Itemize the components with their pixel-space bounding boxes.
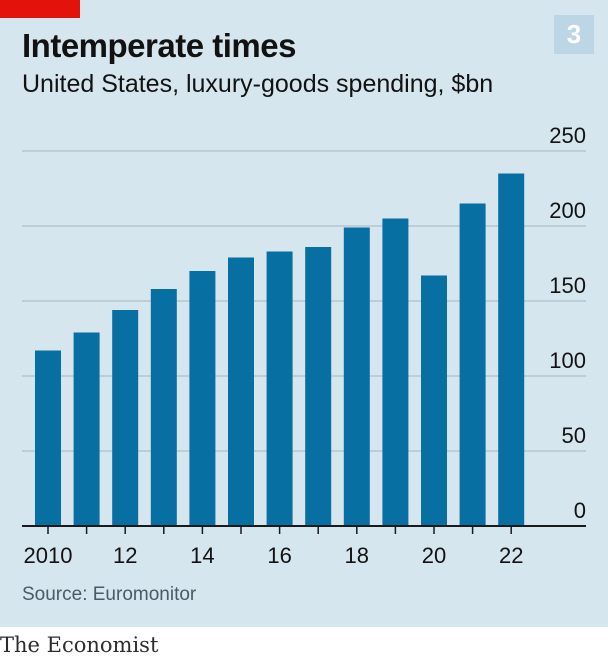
bar-2014: [189, 271, 216, 526]
y-tick-label-100: 100: [549, 348, 586, 373]
bar-2020: [421, 275, 447, 526]
source-note: Source: Euromonitor: [22, 584, 197, 605]
bar-2022: [498, 173, 525, 526]
bar-2019: [382, 218, 409, 526]
chart-number-badge: 3: [554, 15, 594, 54]
bar-2017: [305, 247, 332, 526]
chart-title: Intemperate times: [22, 27, 296, 64]
bar-2018: [343, 227, 370, 526]
x-tick-label-2014: 14: [190, 543, 214, 568]
y-tick-label-0: 0: [574, 498, 586, 523]
x-tick-label-2018: 18: [345, 543, 369, 568]
bar-2015: [228, 257, 254, 526]
chart-subtitle: United States, luxury-goods spending, $b…: [22, 70, 494, 98]
y-tick-label-250: 250: [549, 123, 586, 148]
x-tick-label-2010: 2010: [24, 543, 73, 568]
bar-2010: [35, 350, 61, 526]
bar-2011: [73, 332, 100, 526]
bar-2013: [150, 289, 177, 526]
bar-2021: [459, 203, 486, 526]
bar-2012: [112, 310, 139, 526]
y-tick-label-200: 200: [549, 198, 586, 223]
x-tick-label-2022: 22: [499, 543, 523, 568]
bar-2016: [266, 251, 293, 526]
y-tick-label-150: 150: [549, 273, 586, 298]
brand-wordmark: The Economist: [0, 633, 159, 657]
x-tick-label-2020: 20: [422, 543, 446, 568]
x-tick-label-2012: 12: [113, 543, 137, 568]
red-corner-tag: [0, 0, 80, 18]
y-tick-label-50: 50: [562, 423, 586, 448]
bar-chart: 0 50 100 150 200 250 2010 12 14 16 18 20 22: [22, 123, 586, 568]
x-tick-label-2016: 16: [267, 543, 291, 568]
